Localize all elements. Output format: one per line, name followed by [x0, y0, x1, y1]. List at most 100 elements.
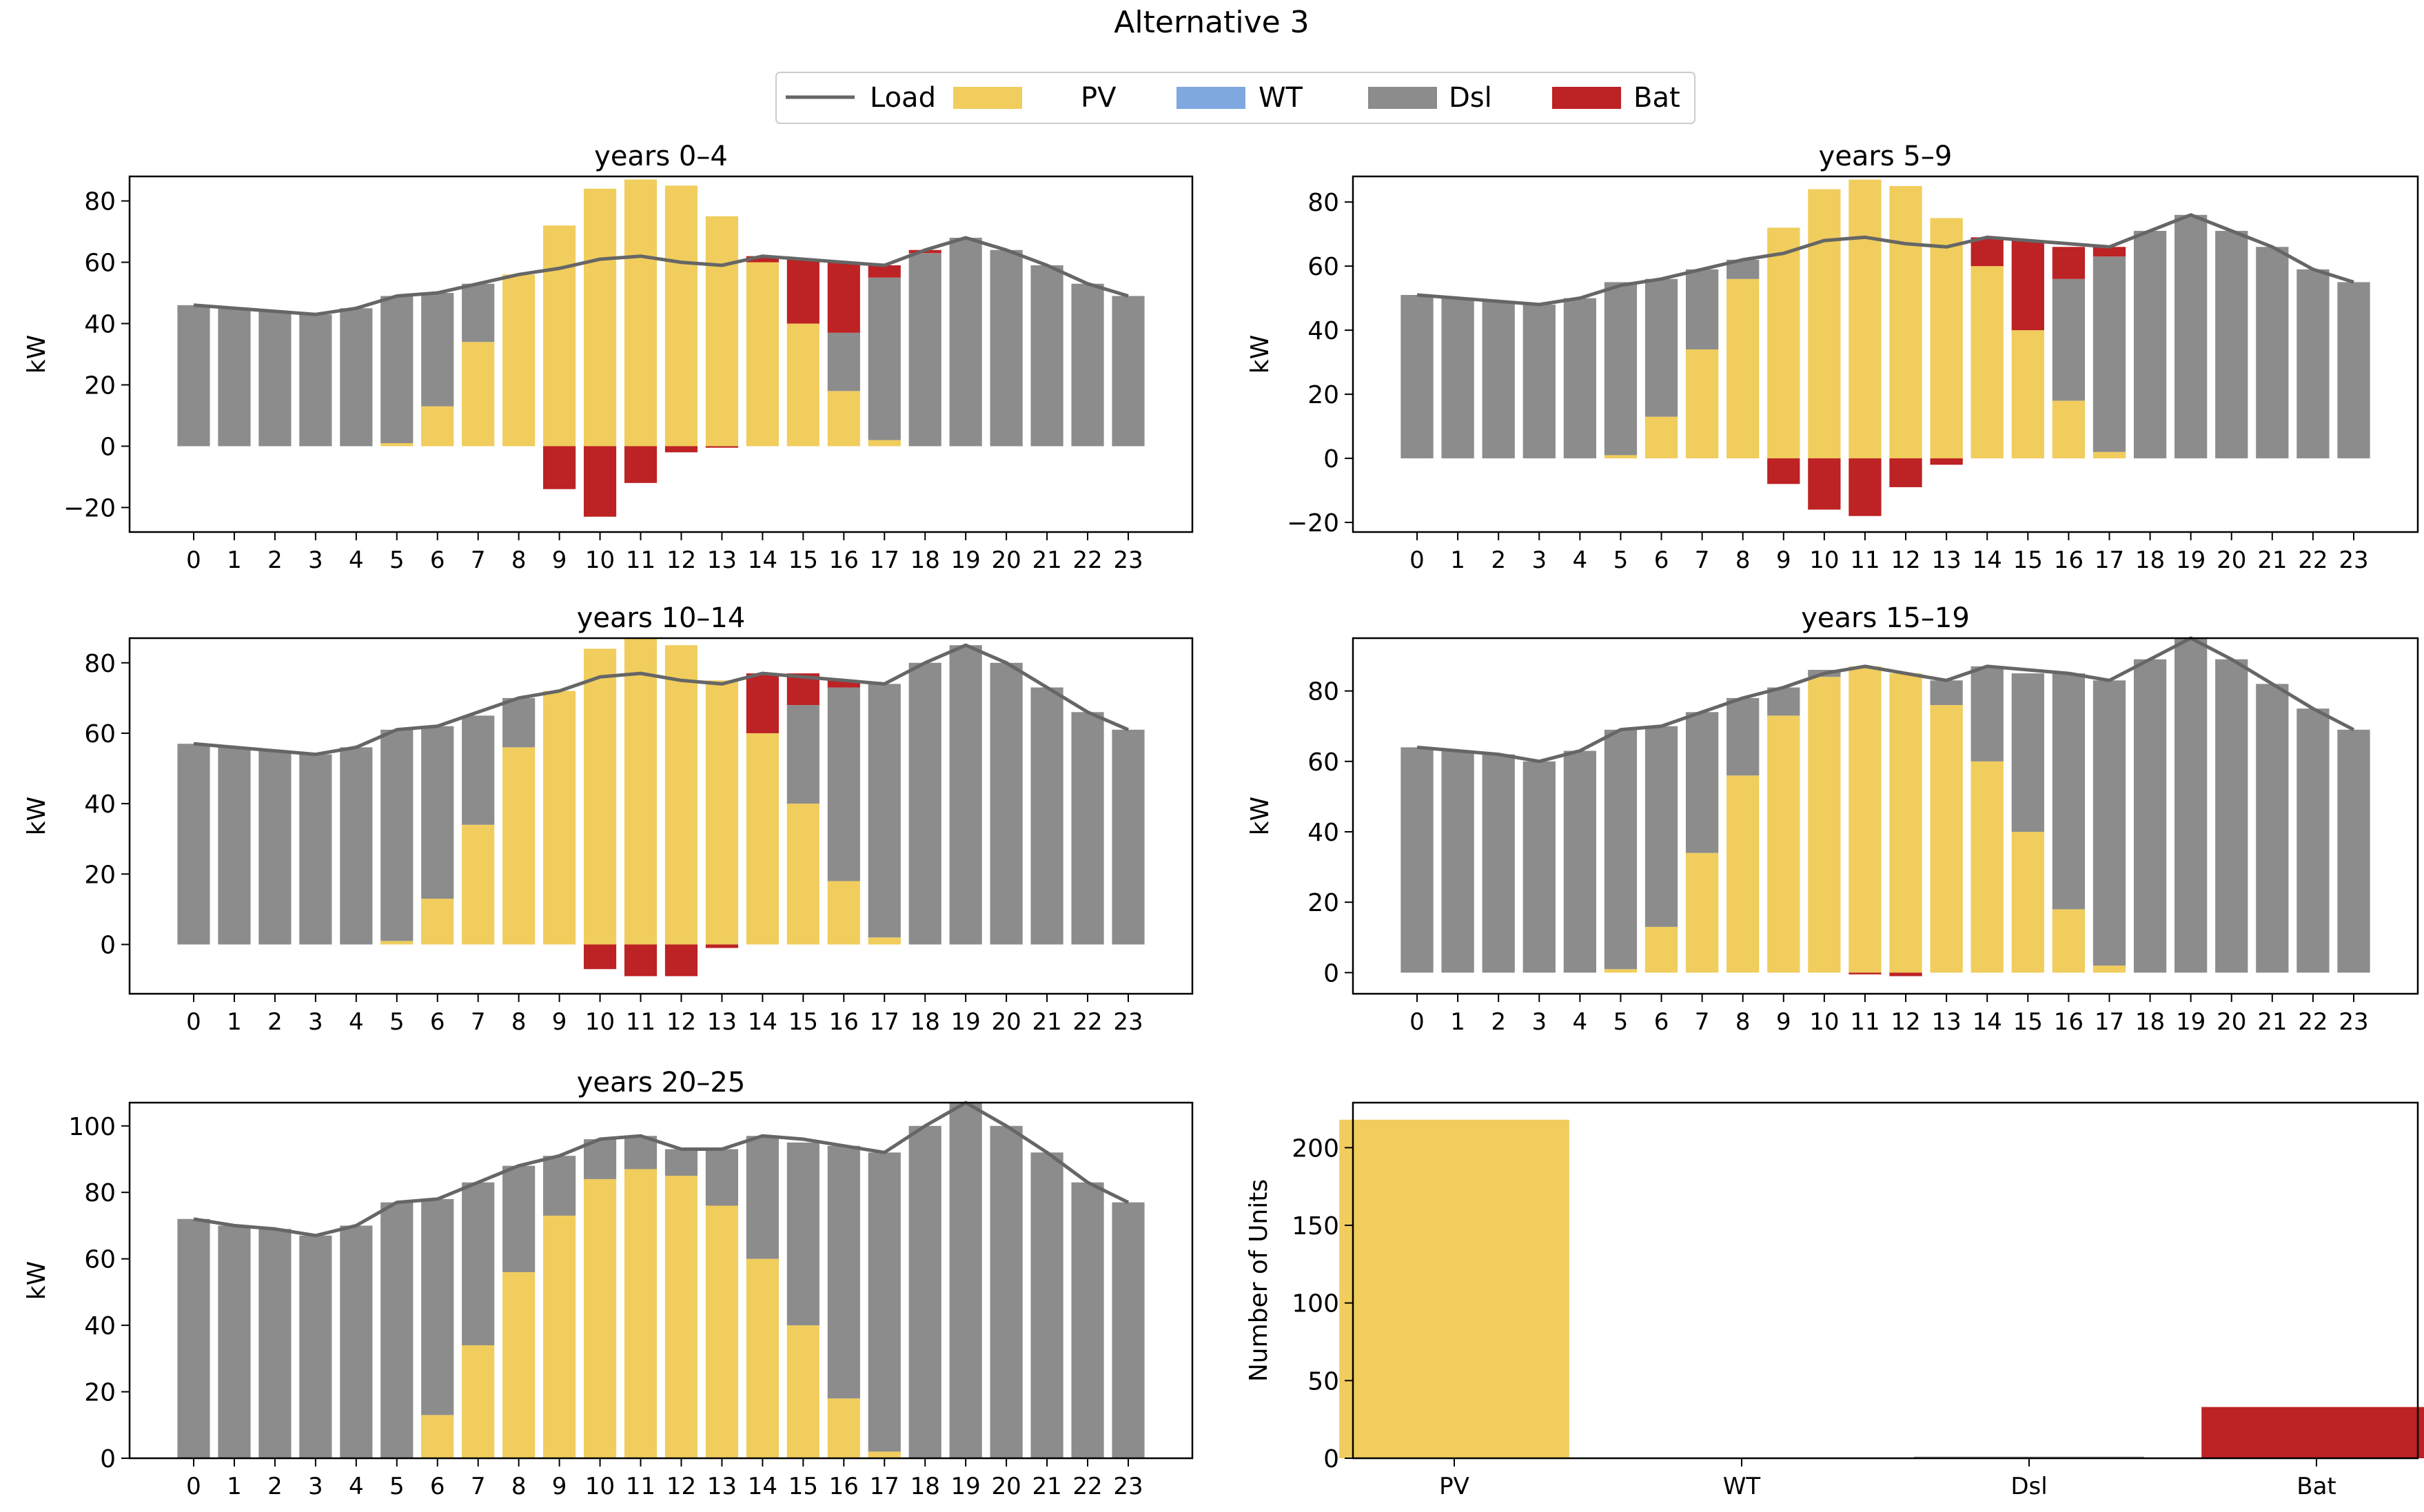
x-tick-label: 19: [2176, 1008, 2206, 1036]
y-tick-label: 0: [100, 1445, 116, 1473]
bar-dsl-h4: [340, 747, 373, 945]
y-tick-label: 0: [1323, 1445, 1339, 1473]
bar-pv-h8: [502, 1271, 536, 1458]
bar-dsl-h19: [949, 645, 982, 945]
bar-dsl-h22: [1071, 712, 1104, 945]
axes-frame: [1352, 175, 2419, 533]
y-tick-label: 100: [68, 1113, 116, 1141]
y-tick-label: 20: [84, 1379, 116, 1407]
x-tick-label: 5: [389, 546, 405, 574]
bar-dsl-h3: [1522, 304, 1556, 459]
bar-pv-h7: [1685, 852, 1719, 973]
bar-pv-h16: [2052, 909, 2086, 973]
x-tick-label: 12: [666, 1473, 696, 1500]
x-tick-label: 13: [1931, 1008, 1961, 1036]
x-tick-label: 22: [2298, 1008, 2328, 1036]
x-tick-label: 7: [471, 1008, 486, 1036]
y-tick-label: 60: [1307, 748, 1339, 777]
x-tick-label: 10: [585, 1473, 615, 1500]
x-tick-label: 16: [829, 546, 859, 574]
bar-dsl-h18: [908, 253, 941, 447]
y-axis-label: kW: [23, 335, 51, 374]
legend-swatch-dsl: [1368, 87, 1437, 109]
bar-dsl-h6: [421, 293, 454, 407]
x-tick-label: 11: [1850, 1008, 1880, 1036]
bar-dsl-h4: [340, 1225, 373, 1458]
x-tick-label: PV: [1439, 1473, 1469, 1500]
bar-dsl-h18: [2133, 659, 2167, 973]
bar-pv-h11: [624, 1169, 658, 1458]
y-tick-label: 60: [84, 1246, 116, 1274]
x-tick-label: 20: [991, 1473, 1021, 1500]
bar-pv-h16: [827, 391, 860, 447]
bar-dsl-h19: [2175, 638, 2208, 973]
bar-bat-h9: [1767, 458, 1800, 484]
bar-dsl-h23: [2337, 729, 2370, 973]
bar-pv-h11: [624, 638, 658, 945]
series-line-load: [1416, 213, 2354, 307]
x-tick-label: 0: [186, 1473, 201, 1500]
x-tick-label: 20: [2217, 546, 2246, 574]
bar-dsl-h3: [299, 314, 332, 447]
bar-pv-h12: [664, 185, 698, 447]
x-tick-label: 6: [430, 1008, 445, 1036]
bar-dsl-h20: [990, 249, 1023, 447]
x-tick-label: 20: [991, 546, 1021, 574]
y-tick-label: 60: [84, 720, 116, 748]
bar-bat-h17: [2092, 247, 2126, 257]
x-tick-label: 15: [788, 1008, 818, 1036]
x-tick-label: 8: [1735, 546, 1751, 574]
bar-dsl-h6: [421, 1198, 454, 1416]
y-axis-label: kW: [1246, 797, 1274, 835]
bar-dsl-h7: [462, 283, 495, 343]
chart-panel-6: PV WT Dsl Bat 0 50 100 150 200 Number of Units: [1245, 1101, 2424, 1500]
bar-dsl-h15: [2011, 673, 2044, 832]
bar-dsl-h4: [340, 308, 373, 447]
bar-bat-h13: [1930, 458, 1963, 465]
x-tick-label: 1: [227, 1008, 242, 1036]
bar-dsl-h17: [868, 1152, 901, 1452]
x-tick-label: 6: [430, 546, 445, 574]
bar-dsl-h17: [868, 684, 901, 938]
bar-pv-h13: [1930, 218, 1963, 459]
x-tick-label: 15: [2013, 546, 2043, 574]
axes-frame: [128, 637, 1194, 995]
bar-dsl-h16: [827, 687, 860, 881]
x-tick-label: 5: [389, 1008, 405, 1036]
x-tick-label: 10: [585, 1008, 615, 1036]
y-axis-label: kW: [1246, 335, 1274, 374]
x-tick-label: 5: [389, 1473, 405, 1500]
bar-pv-h15: [2011, 831, 2044, 973]
bar-dsl-h14: [1970, 666, 2004, 762]
x-tick-label: 12: [1891, 546, 1920, 574]
y-axis-label: kW: [23, 1261, 51, 1300]
chart-panel-4: years 15–190 1 2 3 4 5 6 7 8 9 10 11 12 13 14 15 16 17 18 1…: [1246, 602, 2419, 1036]
x-tick-label: WT: [1723, 1473, 1761, 1500]
bar-pv-h6: [421, 1415, 454, 1458]
axes-frame: [1352, 637, 2419, 995]
bar-pv-h7: [462, 824, 495, 945]
x-tick-label: 3: [1531, 546, 1547, 574]
bar-dsl-h0: [1401, 295, 1434, 459]
legend-swatch-pv: [953, 87, 1022, 109]
bar-dsl-h23: [1112, 1202, 1145, 1458]
x-tick-label: 9: [1776, 1008, 1791, 1036]
bar-dsl-h1: [218, 747, 251, 945]
x-tick-label: 23: [1113, 546, 1143, 574]
bar-pv-h5: [1604, 969, 1638, 973]
x-tick-label: 22: [1072, 1008, 1102, 1036]
bar-bat-h12: [664, 446, 698, 453]
bar-bat-h13: [705, 446, 739, 448]
series-line-load: [193, 1101, 1130, 1238]
bar-dsl-h21: [1030, 687, 1063, 945]
bar-pv-h5: [1604, 455, 1638, 459]
y-axis-label: kW: [23, 797, 51, 835]
x-tick-label: 19: [951, 1473, 981, 1500]
x-tick-label: 18: [2135, 546, 2165, 574]
bar-dsl-h22: [1071, 283, 1104, 447]
bar-pv-h17: [868, 937, 901, 945]
bar-dsl-h22: [1071, 1182, 1104, 1458]
x-tick-label: 14: [1973, 546, 2002, 574]
x-tick-label: Bat: [2296, 1473, 2336, 1500]
bar-pv-h7: [1685, 349, 1719, 459]
